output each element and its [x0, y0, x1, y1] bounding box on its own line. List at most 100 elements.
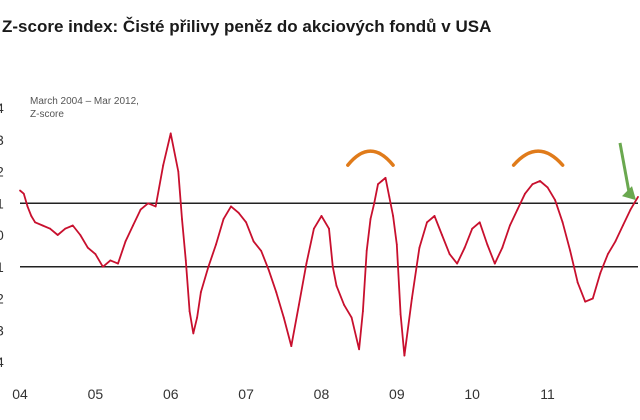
data-point-85 [569, 249, 572, 252]
data-point-60 [392, 215, 394, 217]
data-point-53 [365, 249, 368, 252]
data-point-52 [362, 310, 364, 313]
data-point-39 [275, 291, 278, 294]
data-point-59 [388, 196, 391, 198]
data-point-72 [471, 227, 474, 230]
data-point-9 [71, 224, 74, 227]
data-point-73 [478, 221, 481, 224]
highlight-arcs [346, 149, 565, 167]
y-tick-label-1: 3 [0, 132, 4, 148]
trend-arrow [618, 142, 636, 201]
data-point-74 [486, 243, 489, 246]
data-point-79 [524, 192, 526, 195]
arrow-head [622, 186, 636, 201]
data-point-31 [215, 243, 217, 246]
y-tick-label-3: 1 [0, 195, 4, 211]
data-point-45 [320, 215, 323, 217]
data-point-65 [418, 246, 421, 249]
data-point-47 [331, 265, 334, 268]
highlight-arc-0 [346, 149, 395, 167]
data-point-66 [426, 221, 428, 224]
data-point-40 [282, 316, 285, 319]
x-axis-tick-labels: 04 05 06 07 08 09 10 11 [12, 386, 555, 402]
data-point-1 [22, 192, 25, 195]
data-point-28 [196, 316, 199, 319]
highlight-arc-1 [511, 149, 565, 167]
x-tick-label-3: 07 [238, 386, 254, 402]
data-point-23 [177, 170, 180, 173]
data-point-81 [539, 180, 541, 182]
y-tick-label-7: 3 [0, 322, 4, 338]
data-point-5 [41, 224, 44, 227]
data-point-2 [26, 205, 29, 208]
data-point-49 [343, 303, 345, 306]
data-point-29 [199, 291, 202, 294]
data-point-90 [606, 253, 609, 255]
data-point-25 [184, 259, 187, 262]
data-point-69 [448, 253, 451, 255]
reference-lines [20, 202, 638, 268]
data-point-0 [19, 189, 21, 192]
data-point-4 [34, 221, 36, 224]
data-point-16 [124, 240, 127, 243]
x-tick-label-7: 11 [540, 386, 555, 402]
data-point-58 [384, 176, 387, 179]
data-point-87 [584, 300, 587, 303]
data-point-82 [546, 186, 549, 189]
x-tick-label-0: 04 [12, 386, 28, 402]
data-point-86 [576, 281, 579, 284]
data-point-37 [260, 249, 263, 252]
data-point-64 [411, 297, 413, 300]
chart-title: Z-score index: Čisté přilivy peněz do ak… [2, 17, 492, 36]
data-point-33 [230, 205, 232, 208]
data-point-50 [350, 316, 353, 319]
data-point-19 [147, 202, 150, 205]
data-point-44 [313, 227, 315, 230]
data-point-42 [297, 303, 300, 306]
data-point-14 [109, 259, 112, 262]
data-point-36 [252, 240, 255, 243]
arrow-shaft [618, 142, 631, 193]
data-point-77 [508, 224, 511, 227]
series-line-0 [19, 132, 639, 357]
data-point-10 [79, 234, 82, 236]
data-point-24 [181, 218, 183, 221]
series-group [19, 132, 639, 357]
data-point-93 [629, 208, 632, 211]
data-point-62 [399, 313, 402, 316]
y-tick-label-6: 2 [0, 291, 4, 307]
data-point-8 [64, 227, 67, 230]
data-point-32 [222, 218, 225, 221]
data-point-55 [373, 202, 376, 205]
data-point-68 [441, 234, 443, 236]
data-point-94 [637, 196, 639, 198]
data-point-11 [86, 246, 89, 249]
x-tick-label-1: 05 [88, 386, 104, 402]
data-point-30 [207, 265, 210, 268]
data-point-46 [328, 227, 330, 230]
data-point-43 [305, 262, 308, 265]
data-point-26 [188, 310, 191, 313]
data-point-20 [154, 205, 157, 208]
data-point-63 [403, 354, 406, 357]
data-point-75 [493, 262, 496, 265]
y-tick-label-2: 2 [0, 164, 4, 180]
data-point-12 [94, 253, 97, 255]
data-point-38 [267, 269, 270, 271]
chart-annotation-line-2: Z-score [30, 109, 64, 120]
data-point-35 [245, 221, 247, 224]
data-point-6 [49, 227, 52, 230]
data-point-91 [614, 240, 617, 243]
data-point-21 [162, 164, 165, 167]
x-tick-label-4: 08 [314, 386, 330, 402]
data-point-3 [30, 215, 33, 217]
data-point-15 [117, 262, 119, 265]
data-point-71 [463, 246, 466, 249]
data-point-27 [192, 332, 195, 335]
y-axis-tick-labels: 4 3 2 1 0 1 2 3 4 [0, 100, 4, 370]
data-point-22 [169, 132, 172, 135]
data-point-13 [102, 265, 104, 268]
data-point-83 [554, 199, 556, 201]
x-tick-label-2: 06 [163, 386, 179, 402]
